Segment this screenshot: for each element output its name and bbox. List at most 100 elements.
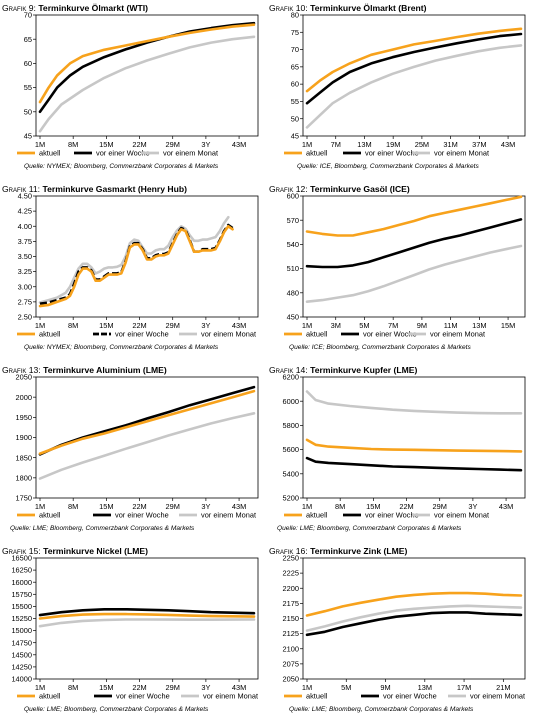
chart-source: Quelle: NYMEX; Bloomberg, Commerzbank Co… <box>24 163 219 170</box>
x-tick-label: 13M <box>418 683 432 692</box>
y-tick-label: 14000 <box>11 675 32 684</box>
y-tick-label: 15000 <box>11 626 32 635</box>
chart-number: Grafik 14: <box>269 365 308 375</box>
chart-panel-brent: Grafik 10: Terminkurve Ölmarkt (Brent) 4… <box>267 0 534 181</box>
chart-title: Grafik 16: Terminkurve Zink (LME) <box>269 546 407 556</box>
legend-label-woche: vor einer Woche <box>116 692 170 701</box>
y-tick-label: 16500 <box>11 554 32 563</box>
chart-panel-aluminium: Grafik 13: Terminkurve Aluminium (LME) 1… <box>0 362 267 543</box>
chart-panel-nickel: Grafik 15: Terminkurve Nickel (LME) 1400… <box>0 543 267 724</box>
x-tick-label: 17M <box>457 683 471 692</box>
series-line-woche <box>39 223 234 305</box>
x-tick-label: 5M <box>341 683 351 692</box>
y-tick-label: 3.75 <box>18 237 32 246</box>
y-tick-label: 1750 <box>16 494 32 503</box>
chart-number: Grafik 10: <box>269 3 308 13</box>
chart-number: Grafik 12: <box>269 184 308 194</box>
x-tick-label: 37M <box>472 140 486 149</box>
chart-name: Terminkurve Aluminium (LME) <box>43 365 167 375</box>
chart-number: Grafik 9: <box>2 3 36 13</box>
y-tick-label: 3.50 <box>18 252 32 261</box>
chart-number: Grafik 11: <box>2 184 41 194</box>
chart-svg: 2.50 2.75 3.00 3.25 3.50 3.75 4.00 4.25 4.50 1M 8M… <box>17 192 259 339</box>
series-line-woche <box>38 21 256 114</box>
y-tick-label: 14500 <box>11 650 32 659</box>
series-line-monat <box>305 604 523 632</box>
y-tick-label: 50 <box>291 114 299 123</box>
y-tick-label: 14250 <box>11 663 32 672</box>
chart-number: Grafik 13: <box>2 365 41 375</box>
series-line-monat <box>38 618 256 628</box>
x-tick-label: 43M <box>499 502 513 511</box>
chart-svg: 14000 14250 14500 14750 15000 15250 15500 15750… <box>11 554 259 701</box>
y-tick-label: 2050 <box>16 373 32 382</box>
y-tick-label: 2175 <box>283 599 299 608</box>
x-tick-label: 15M <box>366 502 380 511</box>
x-tick-label: 1M <box>35 683 45 692</box>
y-tick-label: 55 <box>24 83 32 92</box>
y-tick-label: 1950 <box>16 413 32 422</box>
y-tick-label: 45 <box>24 132 32 141</box>
x-tick-label: 7M <box>331 140 341 149</box>
x-tick-label: 3Y <box>201 502 210 511</box>
chart-number: Grafik 16: <box>269 546 308 556</box>
chart-source: Quelle: ICE, Bloomberg, Commerzbank Corp… <box>297 163 479 170</box>
y-tick-label: 2050 <box>283 675 299 684</box>
legend-label-monat: vor einem Monat <box>434 149 489 158</box>
legend-label-monat: vor einem Monat <box>201 330 256 339</box>
y-tick-label: 3.25 <box>18 267 32 276</box>
x-tick-label: 13M <box>357 140 371 149</box>
plot-frame <box>302 14 526 137</box>
x-tick-label: 22M <box>132 683 146 692</box>
chart-name: Terminkurve Gasmarkt (Henry Hub) <box>42 184 187 194</box>
y-tick-label: 4.00 <box>18 222 32 231</box>
x-tick-label: 29M <box>166 140 180 149</box>
x-tick-label: 7M <box>388 321 398 330</box>
y-tick-label: 2250 <box>283 554 299 563</box>
legend-label-aktuell: aktuell <box>306 330 328 339</box>
chart-name: Terminkurve Ölmarkt (WTI) <box>38 3 148 13</box>
series-line-aktuell <box>305 591 523 617</box>
x-tick-label: 3Y <box>468 502 477 511</box>
series-line-monat <box>38 215 230 304</box>
x-tick-label: 25M <box>415 140 429 149</box>
series-line-woche <box>305 456 523 472</box>
y-tick-label: 2150 <box>283 614 299 623</box>
x-tick-label: 21M <box>496 683 510 692</box>
series-line-aktuell <box>38 389 256 455</box>
chart-source: Quelle: LME; Bloomberg, Commerzbank Corp… <box>277 525 462 532</box>
chart-svg: 45 50 55 60 65 70 75 80 1M 7M 13M 19M 25M 31M 37M 43M ak… <box>284 11 526 158</box>
x-tick-label: 15M <box>99 140 113 149</box>
y-tick-label: 510 <box>287 264 299 273</box>
chart-title: Grafik 9: Terminkurve Ölmarkt (WTI) <box>2 3 148 13</box>
x-tick-label: 8M <box>68 502 78 511</box>
y-tick-label: 2200 <box>283 584 299 593</box>
y-tick-label: 5600 <box>283 445 299 454</box>
series-line-aktuell <box>305 27 523 93</box>
x-tick-label: 8M <box>335 502 345 511</box>
chart-title: Grafik 11: Terminkurve Gasmarkt (Henry H… <box>2 184 187 194</box>
legend-label-woche: vor einer Woche <box>383 692 437 701</box>
y-tick-label: 5400 <box>283 469 299 478</box>
chart-panel-wti: Grafik 9: Terminkurve Ölmarkt (WTI) 45 50… <box>0 0 267 181</box>
x-tick-label: 43M <box>501 140 515 149</box>
y-tick-label: 6000 <box>283 397 299 406</box>
series-line-woche <box>38 608 256 617</box>
series-line-aktuell <box>38 612 256 620</box>
chart-title: Grafik 14: Terminkurve Kupfer (LME) <box>269 365 417 375</box>
series-line-woche <box>305 32 523 105</box>
legend-label-woche: vor einer Woche <box>363 330 417 339</box>
plot-frame <box>302 376 526 499</box>
y-tick-label: 70 <box>291 45 299 54</box>
y-tick-label: 3.00 <box>18 282 32 291</box>
x-tick-label: 8M <box>68 321 78 330</box>
x-tick-label: 9M <box>380 683 390 692</box>
x-tick-label: 15M <box>99 502 113 511</box>
chart-title: Grafik 10: Terminkurve Ölmarkt (Brent) <box>269 3 426 13</box>
series-line-monat <box>305 390 523 415</box>
x-tick-label: 11M <box>444 321 458 330</box>
x-tick-label: 19M <box>386 140 400 149</box>
y-tick-label: 2100 <box>283 644 299 653</box>
series-line-monat <box>38 412 256 480</box>
chart-source: Quelle: LME; Bloomberg, Commerzbank Corp… <box>10 525 195 532</box>
